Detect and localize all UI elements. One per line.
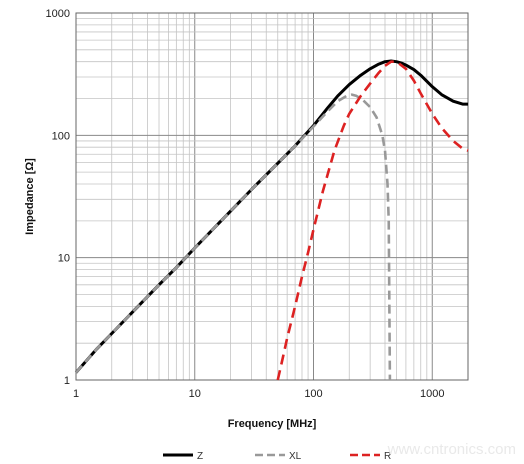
y-tick-label: 10 <box>58 253 70 265</box>
x-tick-label: 1 <box>73 388 79 400</box>
chart-grid <box>75 12 469 381</box>
x-tick-label: 1000 <box>420 388 444 400</box>
legend-label-r: R <box>384 451 391 462</box>
series-line-xl <box>75 93 392 381</box>
legend-label-xl: XL <box>289 451 302 462</box>
series-layer <box>74 59 469 381</box>
x-tick-label: 10 <box>189 388 201 400</box>
x-axis-label: Frequency [MHz] <box>228 418 317 430</box>
legend: Z XL R <box>163 451 391 462</box>
watermark: www.cntronics.com <box>387 441 516 458</box>
y-tick-label: 1000 <box>46 8 70 20</box>
series-line-r <box>276 60 469 381</box>
y-tick-label: 1 <box>64 375 70 387</box>
series-line-z <box>74 59 468 374</box>
y-axis-label: Impedance [Ω] <box>24 158 36 235</box>
tick-labels: 1 10 100 1000 1 10 100 1000 <box>46 8 445 400</box>
y-tick-label: 100 <box>52 130 70 142</box>
x-tick-label: 100 <box>304 388 322 400</box>
legend-label-z: Z <box>197 451 203 462</box>
plot-border <box>75 12 469 381</box>
